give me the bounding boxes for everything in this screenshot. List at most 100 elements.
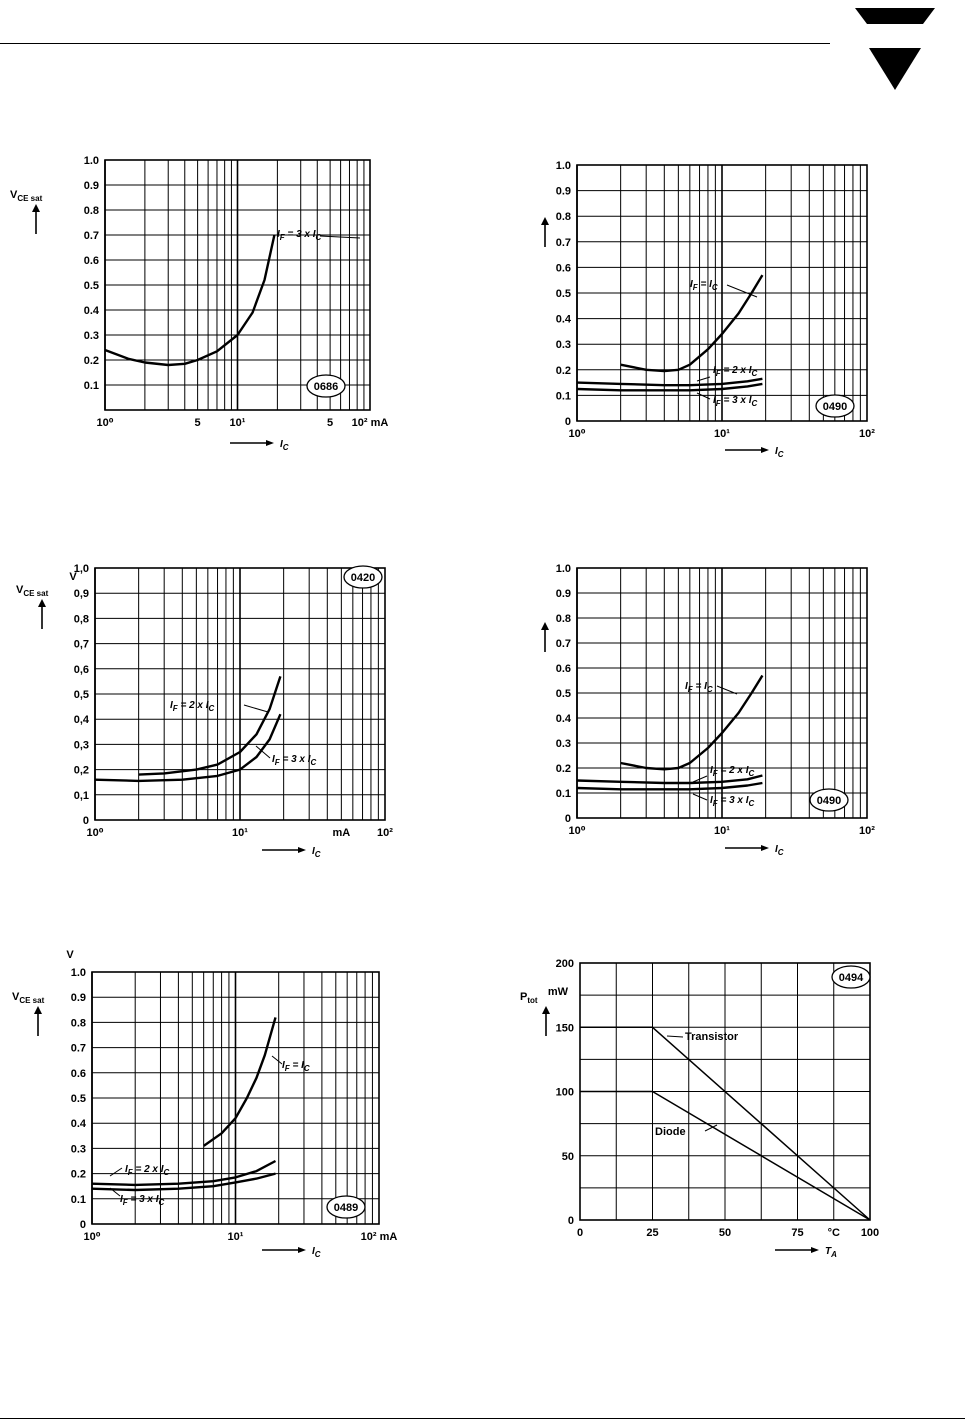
figure-id-text: 0489: [334, 1202, 358, 1214]
x-tick-label: 10¹: [714, 825, 730, 837]
y-tick-label: 0.7: [84, 230, 99, 242]
chart-vcesat-0420: 0 0,1 0,2 0,3 0,4 0,5 0,6 0,7 0,8 0,9 1,0 10⁰ 10¹ mA 1…: [16, 563, 393, 859]
x-tick-label: 25: [646, 1227, 658, 1239]
series-label-2-rest-sub: C: [749, 769, 755, 778]
series-line-1: [203, 1017, 277, 1147]
series-label-2-sub: F: [713, 769, 719, 778]
series-label-3-rest: = 3 x I: [128, 1194, 159, 1205]
vishay-logo-icon: [855, 8, 935, 90]
y-tick-label: 0.4: [556, 713, 572, 725]
x-axis-arrow-head: [761, 447, 769, 453]
y-tick-label: 200: [556, 958, 574, 970]
y-tick-label: 0.1: [556, 788, 571, 800]
y-tick-label: 1.0: [556, 160, 571, 172]
y-tick-label: 0: [565, 813, 571, 825]
leader-line: [704, 1124, 718, 1132]
series-line-1: [104, 234, 276, 367]
y-axis-label: VCE sat: [12, 991, 45, 1005]
series-line-2: [580, 1090, 871, 1221]
figure-id-text: 0490: [823, 401, 847, 413]
leader-line: [243, 704, 269, 713]
series-label-1-rest: = 3 x I: [285, 229, 316, 240]
y-tick-label: 0.3: [556, 738, 571, 750]
series-label-2: IF = 2 x IC: [713, 365, 758, 378]
series-line-3: [576, 781, 763, 791]
y-tick-label: 0.1: [84, 380, 99, 392]
series-label-1-main: I: [277, 229, 280, 240]
series-label-1-rest-sub: C: [707, 685, 713, 694]
y-tick-label: 0.5: [71, 1093, 86, 1105]
y-axis-label-sub: CE sat: [17, 194, 42, 203]
plot-frame: [576, 567, 868, 819]
y-tick-label: 0.7: [556, 237, 571, 249]
series-label-1-sub: F: [688, 685, 694, 694]
x-axis-label-sub: C: [778, 450, 784, 459]
series-label-1-rest-sub: C: [316, 233, 322, 242]
series-label-1-rest-sub: C: [209, 704, 215, 713]
series-line-3: [576, 382, 763, 392]
y-tick-label: 100: [556, 1087, 574, 1099]
x-tick-label: 5: [327, 417, 333, 429]
y-axis-label-main: V: [12, 991, 20, 1003]
series-label-3-rest: = 3 x I: [721, 395, 752, 406]
y-tick-label: 1.0: [71, 967, 86, 979]
series-label-2-rest: = 2 x I: [133, 1164, 164, 1175]
y-axis-arrow-head: [38, 599, 46, 607]
y-tick-label: 0.6: [71, 1068, 86, 1080]
y-tick-label: 0.9: [71, 992, 86, 1004]
leader-line: [109, 1167, 123, 1177]
y-tick-label: 0.7: [556, 638, 571, 650]
series-line-3: [91, 1172, 276, 1192]
y-tick-label: 0.7: [71, 1043, 86, 1055]
series-label-3-sub: F: [716, 399, 722, 408]
figure-id-text: 0494: [839, 972, 864, 984]
plot-frame: [91, 971, 380, 1225]
x-tick-label: 5: [195, 417, 201, 429]
y-unit-label: V: [66, 949, 74, 961]
y-axis-label-sub: CE sat: [23, 589, 48, 598]
x-axis-label: IC: [312, 1246, 321, 1259]
series-line-1: [580, 1026, 871, 1221]
x-tick-label: °C: [828, 1227, 840, 1239]
series-label-1-sub: F: [280, 233, 286, 242]
series-label-1: IF = IC: [282, 1060, 310, 1073]
y-axis-label-sub: tot: [527, 996, 538, 1005]
y-unit-label: mW: [548, 986, 569, 998]
series-label-2-rest: = 2 x I: [721, 365, 752, 376]
y-tick-label: 1.0: [84, 155, 99, 167]
y-axis-label: VCE sat: [16, 584, 49, 598]
grid: [94, 567, 385, 821]
y-tick-label: 0,8: [74, 613, 89, 625]
y-tick-label: 0.9: [556, 186, 571, 198]
x-tick-label: 10²: [377, 827, 393, 839]
leader-line: [271, 1055, 283, 1065]
series-label-2-rest: = 2 x I: [718, 765, 749, 776]
x-axis-label-sub: C: [283, 443, 289, 452]
leader-line: [716, 685, 738, 695]
series-label-2: IF = 2 x IC: [710, 765, 755, 778]
series-label-3-rest-sub: C: [159, 1198, 165, 1207]
y-axis-arrow-head: [541, 622, 549, 630]
x-tick-label: 10² mA: [352, 417, 389, 429]
y-tick-label: 150: [556, 1022, 574, 1034]
series-label-1-rest: = I: [693, 681, 707, 692]
x-tick-label: 10⁰: [568, 825, 585, 837]
leader-line: [692, 775, 708, 783]
chart-vcesat-0686: 0.1 0.2 0.3 0.4 0.5 0.6 0.7 0.8 0.9 1.0 10⁰ 5 10¹ 5 10…: [10, 155, 389, 452]
y-axis-label-main: V: [16, 584, 24, 596]
x-tick-label: 50: [719, 1227, 731, 1239]
y-axis-arrow-head: [32, 204, 40, 212]
series-label-1-sub: F: [173, 704, 179, 713]
y-axis-arrow-head: [34, 1006, 42, 1014]
figure-id-badge: [343, 565, 383, 589]
series-label-1: IF = IC: [685, 681, 713, 694]
y-tick-label: 0.8: [71, 1017, 86, 1029]
series-label-3-rest-sub: C: [752, 399, 758, 408]
figure-id-text: 0490: [817, 795, 841, 807]
series-line-2: [576, 774, 763, 785]
x-tick-label: 10¹: [714, 428, 730, 440]
leader-line: [696, 392, 711, 400]
x-axis-label: IC: [775, 446, 784, 459]
y-tick-label: 0,4: [74, 714, 90, 726]
series-label-2-main: I: [272, 754, 275, 765]
